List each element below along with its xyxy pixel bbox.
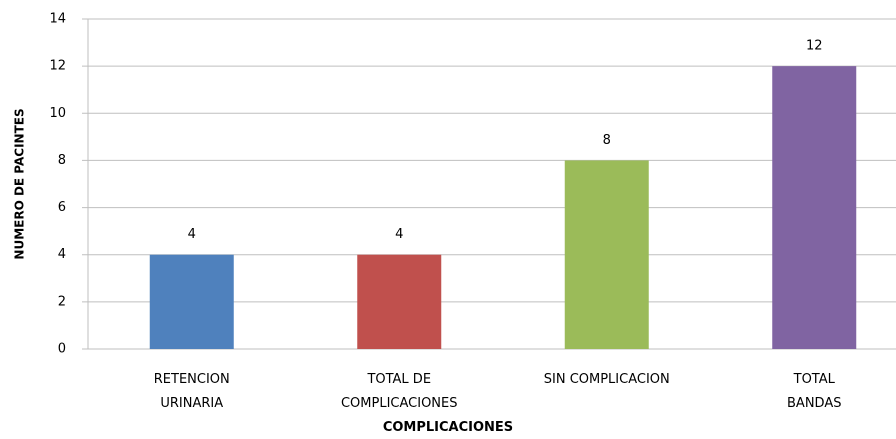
data-label: 4 [395, 227, 403, 242]
x-tick-label: TOTAL BANDAS [787, 372, 842, 411]
y-tick-label: 8 [58, 153, 66, 168]
x-tick-label: SIN COMPLICACION [543, 372, 670, 387]
x-tick-label: TOTAL DE COMPLICACIONES [340, 372, 458, 411]
x-tick-label: RETENCION URINARIA [153, 372, 230, 411]
y-tick-label: 12 [49, 59, 66, 74]
bar [357, 254, 442, 349]
y-tick-label: 0 [58, 342, 66, 357]
y-tick-label: 14 [49, 12, 66, 27]
y-tick-label: 6 [58, 200, 66, 215]
y-axis-title: NUMERO DE PACINTES [13, 108, 27, 259]
bar [772, 66, 857, 350]
y-tick-label: 10 [49, 106, 66, 121]
bar [564, 160, 649, 349]
data-label: 4 [188, 227, 196, 242]
x-axis-title: COMPLICACIONES [382, 420, 514, 435]
data-label: 8 [603, 133, 611, 148]
data-label: 12 [806, 39, 823, 54]
bar [149, 254, 234, 349]
y-tick-label: 4 [58, 247, 66, 262]
y-tick-label: 2 [58, 294, 66, 309]
